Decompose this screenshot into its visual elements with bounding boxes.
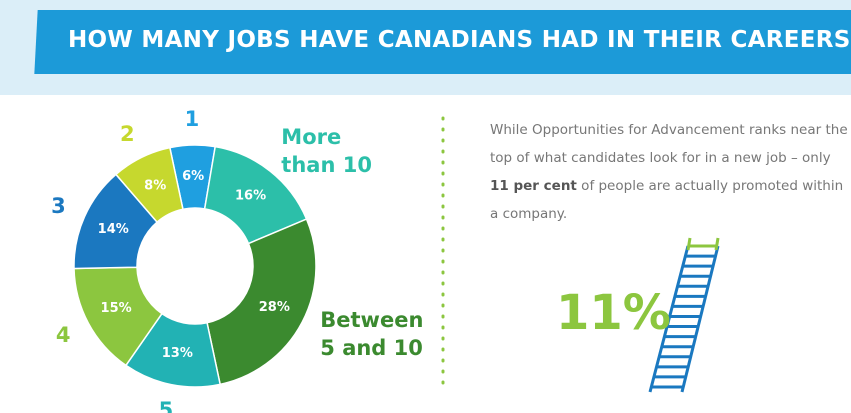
category-label: 2 [120,122,135,147]
category-label: 5 [158,398,174,413]
ladder-rail [648,245,690,393]
ladder-top [686,237,692,251]
value-label: 16% [235,188,266,203]
note-text: While Opportunities for Advancement rank… [490,122,848,166]
value-label: 8% [144,178,166,193]
value-label: 13% [162,346,193,361]
note-bold: 11 per cent [490,178,577,194]
value-label: 14% [98,222,129,237]
value-label: 6% [182,169,204,184]
category-label: 4 [55,323,71,348]
value-label: 15% [101,301,132,316]
callout: 11% [556,285,671,341]
chart-title: HOW MANY JOBS HAVE CANADIANS HAD IN THEI… [68,27,851,53]
ladder-rail [680,245,720,393]
category-label: Between 5 and 10 [320,308,424,361]
note-text: of people are actually promoted within a… [490,178,844,222]
ladder [648,237,720,393]
value-label: 28% [259,300,290,315]
ladder-top [714,237,720,251]
side-note: While Opportunities for Advancement rank… [490,116,850,228]
category-label: 3 [51,194,66,219]
category-label: More than 10 [281,124,372,177]
donut-segment [206,218,317,386]
category-label: 1 [184,107,200,132]
donut-segment [114,146,184,224]
